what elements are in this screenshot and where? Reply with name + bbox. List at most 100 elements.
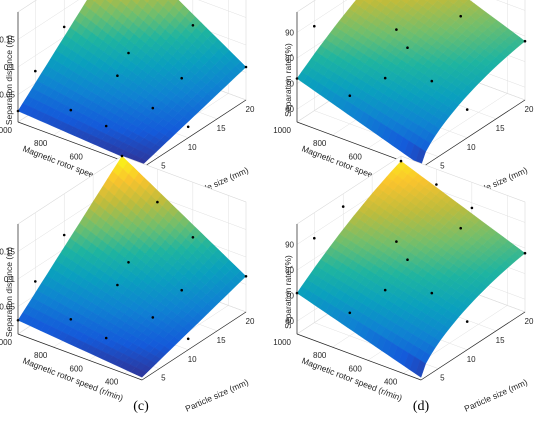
response-surface <box>17 155 247 378</box>
data-point-8 <box>348 311 352 315</box>
x-tick-label: 20 <box>525 317 534 326</box>
x-tick-label: 5 <box>161 374 166 383</box>
x-tick-label: 10 <box>188 355 197 364</box>
y-tick-label: 800 <box>34 351 48 360</box>
x-tick-label: 5 <box>440 162 445 171</box>
z-axis-label: Separation rate (%) <box>283 255 293 329</box>
z-axis-label: Separation distance (m) <box>4 247 14 337</box>
x-tick-label: 20 <box>246 105 255 114</box>
panel-d: 5 10 15 20 400 600 800 1000 60 70 80 90 Particle siz… <box>273 155 534 414</box>
data-point-2 <box>34 69 37 73</box>
response-surface <box>296 0 526 166</box>
data-point-13 <box>406 46 409 49</box>
z-tick-label: 80 <box>285 266 294 275</box>
panel-label: (c) <box>133 399 149 414</box>
response-surface <box>296 160 526 378</box>
surface-cell <box>424 0 429 2</box>
data-point-5 <box>435 183 438 186</box>
data-point-10 <box>116 283 119 287</box>
data-point-3 <box>62 25 66 29</box>
data-point-9 <box>383 288 387 292</box>
data-point-11 <box>430 291 434 295</box>
data-point-11 <box>151 316 155 319</box>
z-tick-label: 0.15 <box>0 36 16 45</box>
data-point-14 <box>459 226 462 230</box>
data-point-10 <box>395 240 398 243</box>
y-tick-label: 600 <box>349 364 363 373</box>
x-tick-label: 20 <box>525 105 534 114</box>
data-point-2 <box>313 236 316 240</box>
data-point-12 <box>465 108 469 111</box>
data-point-10 <box>395 28 398 31</box>
data-point-12 <box>465 320 469 323</box>
data-point-11 <box>430 79 434 83</box>
data-point-10 <box>116 74 119 77</box>
panel-label: (d) <box>413 399 430 414</box>
x-tick-label: 5 <box>440 374 445 383</box>
z-tick-label: 80 <box>285 54 294 63</box>
data-point-13 <box>127 51 130 55</box>
data-point-6 <box>191 24 195 27</box>
y-tick-label: 400 <box>384 377 398 386</box>
data-point-14 <box>459 14 462 18</box>
z-tick-label: 0.05 <box>0 91 16 100</box>
surface-cell <box>412 0 420 3</box>
y-tick-label: 400 <box>105 377 119 386</box>
x-tick-label: 10 <box>188 143 197 152</box>
x-tick-label: 15 <box>496 336 505 345</box>
x-axis-label: Particle size (mm) <box>463 377 529 414</box>
panel-c: 5 10 15 20 400 600 800 1000 0.05 0.1 0.15 Particle … <box>0 154 255 414</box>
y-tick-label: 1000 <box>0 338 13 347</box>
data-point-9 <box>104 124 108 128</box>
x-tick-label: 10 <box>467 355 476 364</box>
data-point-7 <box>244 275 248 278</box>
y-tick-label: 800 <box>313 139 327 148</box>
x-tick-label: 15 <box>217 336 226 345</box>
data-point-14 <box>180 76 183 80</box>
data-point-6 <box>470 206 474 210</box>
data-point-6 <box>191 236 195 239</box>
y-tick-label: 600 <box>70 364 84 373</box>
data-point-13 <box>406 258 409 261</box>
panel-a: 510152040060080010000.050.10.15Particle … <box>0 0 255 202</box>
data-point-14 <box>180 288 183 292</box>
data-point-12 <box>186 125 190 129</box>
axes <box>17 224 247 381</box>
y-tick-label: 600 <box>349 152 363 161</box>
data-point-11 <box>151 106 155 110</box>
y-tick-label: 1000 <box>273 338 291 347</box>
x-axis-label: Particle size (mm) <box>184 377 250 414</box>
data-point-3 <box>62 233 66 237</box>
data-point-7 <box>244 65 248 69</box>
data-point-4 <box>120 154 124 158</box>
z-tick-label: 70 <box>285 80 294 89</box>
data-point-9 <box>383 76 387 80</box>
data-point-2 <box>313 24 316 28</box>
z-axis-label: Separation rate (%) <box>283 43 293 117</box>
z-tick-label: 90 <box>285 29 294 38</box>
y-tick-label: 1000 <box>0 126 13 135</box>
y-tick-label: 1000 <box>273 126 291 135</box>
data-point-12 <box>186 337 190 341</box>
z-tick-label: 0.05 <box>0 303 16 312</box>
y-tick-label: 600 <box>70 152 84 161</box>
data-point-7 <box>523 39 527 43</box>
z-tick-label: 0.15 <box>0 248 16 257</box>
data-point-4 <box>399 159 403 163</box>
y-tick-label: 800 <box>34 139 48 148</box>
data-point-9 <box>104 336 108 340</box>
data-point-7 <box>523 251 527 255</box>
x-tick-label: 5 <box>161 162 166 171</box>
data-point-8 <box>69 318 73 321</box>
x-tick-label: 20 <box>246 317 255 326</box>
surface-cell <box>415 359 426 378</box>
z-tick-label: 60 <box>285 105 294 114</box>
surface-cell <box>143 0 150 4</box>
data-point-13 <box>127 261 130 264</box>
z-tick-label: 90 <box>285 241 294 250</box>
z-tick-label: 70 <box>285 292 294 301</box>
response-surface <box>17 0 247 166</box>
axes <box>296 224 526 381</box>
